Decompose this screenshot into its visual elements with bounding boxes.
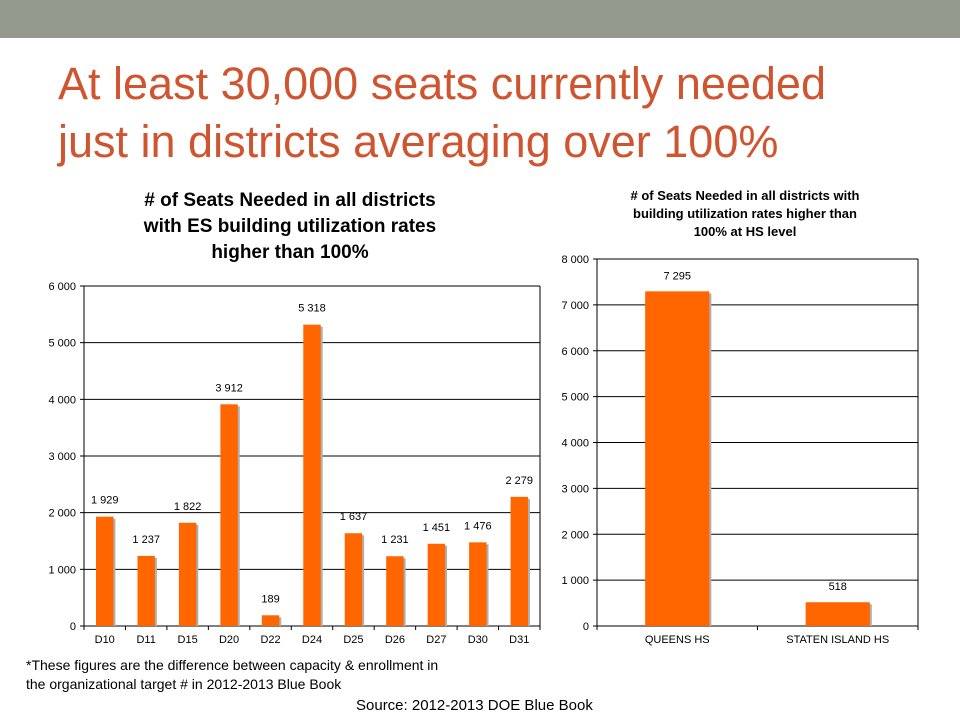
x-tick-label: D25 xyxy=(343,634,363,646)
footnote-line-2: the organizational target # in 2012-2013… xyxy=(26,676,342,692)
chart-2-title-line-1: # of Seats Needed in all districts with xyxy=(630,188,860,203)
y-tick-label: 4 000 xyxy=(561,438,589,450)
data-label: 7 295 xyxy=(663,270,691,282)
bar-staten-island-hs xyxy=(805,602,870,626)
x-tick-label: D15 xyxy=(178,634,198,646)
x-tick-label: D22 xyxy=(260,634,280,646)
y-tick-label: 2 000 xyxy=(48,508,76,520)
data-label: 518 xyxy=(829,581,847,593)
y-tick-label: 0 xyxy=(70,621,76,633)
y-tick-label: 6 000 xyxy=(561,346,589,358)
bar-d22 xyxy=(261,615,280,626)
y-tick-label: 0 xyxy=(583,621,589,633)
y-tick-label: 3 000 xyxy=(561,483,589,495)
x-tick-label: STATEN ISLAND HS xyxy=(786,634,889,646)
data-label: 1 822 xyxy=(174,501,202,513)
chart-1-title-line-1: # of Seats Needed in all districts xyxy=(144,190,436,211)
data-label: 2 279 xyxy=(506,475,534,487)
bar-d24 xyxy=(303,324,321,626)
bar-queens-hs xyxy=(645,291,710,626)
bar-d15 xyxy=(178,522,197,626)
y-tick-label: 3 000 xyxy=(48,451,76,463)
bar-d10 xyxy=(96,516,114,626)
x-tick-label: D27 xyxy=(426,634,446,646)
chart-2-title-line-2: building utilization rates higher than xyxy=(633,206,857,221)
bar-d11 xyxy=(137,555,155,626)
y-tick-label: 2 000 xyxy=(561,529,589,541)
y-tick-label: 7 000 xyxy=(561,300,589,312)
y-tick-label: 1 000 xyxy=(48,564,76,576)
chart-1-title-line-2: with ES building utilization rates xyxy=(143,216,437,237)
bar-d26 xyxy=(386,556,404,626)
bar-d31 xyxy=(510,496,528,626)
top-bar xyxy=(0,0,960,38)
footnote: *These figures are the difference betwee… xyxy=(26,656,526,694)
data-label: 1 476 xyxy=(464,520,492,532)
source-note: Source: 2012-2013 DOE Blue Book xyxy=(356,697,593,714)
data-label: 1 231 xyxy=(381,534,409,546)
x-tick-label: D11 xyxy=(136,634,155,646)
x-tick-label: D31 xyxy=(509,634,529,646)
data-label: 1 637 xyxy=(340,511,368,523)
data-label: 1 929 xyxy=(91,495,119,507)
x-tick-label: D30 xyxy=(468,634,488,646)
footnote-line-1: *These figures are the difference betwee… xyxy=(26,657,439,673)
data-label: 5 318 xyxy=(298,303,326,315)
bar-d27 xyxy=(427,543,446,626)
chart-2-title-line-3: 100% at HS level xyxy=(693,224,797,239)
x-tick-label: QUEENS HS xyxy=(645,634,710,646)
x-tick-label: D20 xyxy=(219,634,239,646)
data-label: 3 912 xyxy=(215,382,243,394)
bar-d25 xyxy=(344,533,363,626)
slide-title: At least 30,000 seats currently needed j… xyxy=(58,55,938,171)
y-tick-label: 5 000 xyxy=(561,392,589,404)
bar-d20 xyxy=(220,404,238,626)
x-tick-label: D10 xyxy=(95,634,115,646)
chart-2-title: # of Seats Needed in all districts with … xyxy=(575,187,915,241)
data-label: 1 237 xyxy=(132,534,160,546)
slide-title-line-1: At least 30,000 seats currently needed xyxy=(58,58,826,109)
y-tick-label: 1 000 xyxy=(561,575,589,587)
y-tick-label: 6 000 xyxy=(48,281,76,293)
x-tick-label: D24 xyxy=(302,634,322,646)
y-tick-label: 5 000 xyxy=(48,338,76,350)
x-tick-label: D26 xyxy=(385,634,405,646)
y-tick-label: 8 000 xyxy=(561,254,589,266)
data-label: 189 xyxy=(261,593,279,605)
data-label: 1 451 xyxy=(423,522,451,534)
chart-1-title: # of Seats Needed in all districts with … xyxy=(90,188,490,266)
y-tick-label: 4 000 xyxy=(48,394,76,406)
slide-title-line-2: just in districts averaging over 100% xyxy=(58,116,779,167)
chart-1-title-line-3: higher than 100% xyxy=(211,242,369,263)
bar-d30 xyxy=(469,542,487,626)
